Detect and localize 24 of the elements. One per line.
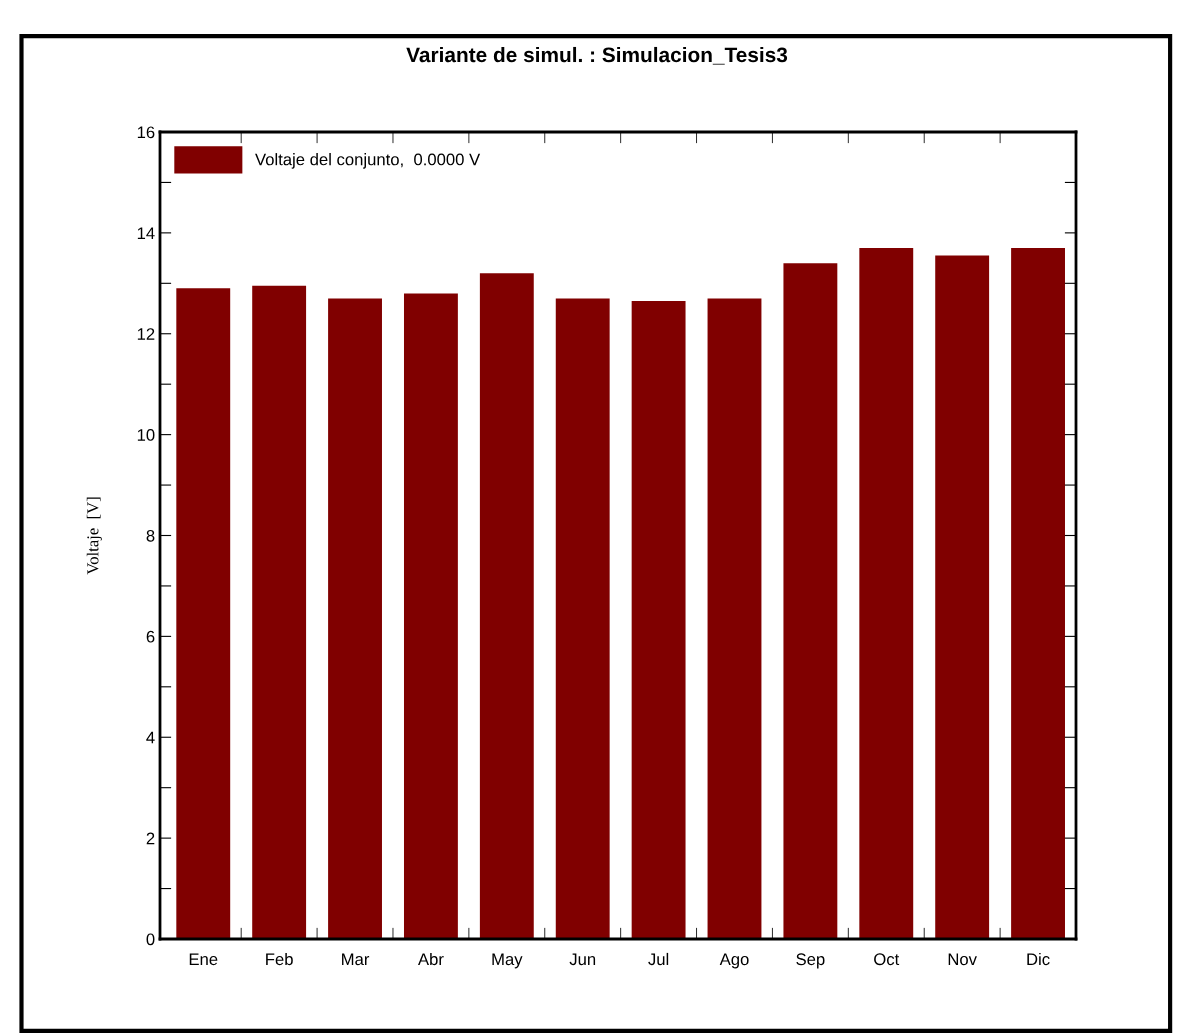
y-tick-label: 0: [146, 933, 155, 946]
x-tick-label: Nov: [948, 953, 977, 966]
y-tick-label: 6: [146, 630, 155, 643]
chart-title: Variante de simul. : Simulacion_Tesis3: [406, 46, 788, 65]
legend-label: Voltaje del conjunto, 0.0000 V: [255, 153, 481, 169]
y-tick-label: 4: [146, 731, 155, 744]
x-tick-label: Dic: [1027, 952, 1050, 966]
x-tick-label: Oct: [874, 953, 900, 966]
x-tick-label: Sep: [796, 953, 825, 969]
y-tick-label: 8: [146, 529, 155, 542]
y-tick-label: 10: [137, 429, 155, 441]
x-tick-label: Ago: [719, 953, 749, 969]
x-tick-label: Feb: [266, 952, 293, 966]
y-tick-label: 14: [137, 227, 155, 239]
y-axis-title: Voltaje [V]: [86, 497, 102, 575]
y-tick-label: 12: [137, 328, 155, 340]
x-tick-label: Jul: [648, 952, 669, 966]
x-tick-label: Ene: [189, 953, 218, 966]
y-tick-label: 2: [146, 832, 155, 845]
y-tick-label: 16: [137, 126, 155, 139]
x-tick-label: Abr: [418, 952, 444, 966]
x-tick-label: Mar: [342, 953, 370, 966]
x-tick-label: Jun: [569, 953, 596, 966]
x-tick-label: May: [492, 953, 523, 969]
